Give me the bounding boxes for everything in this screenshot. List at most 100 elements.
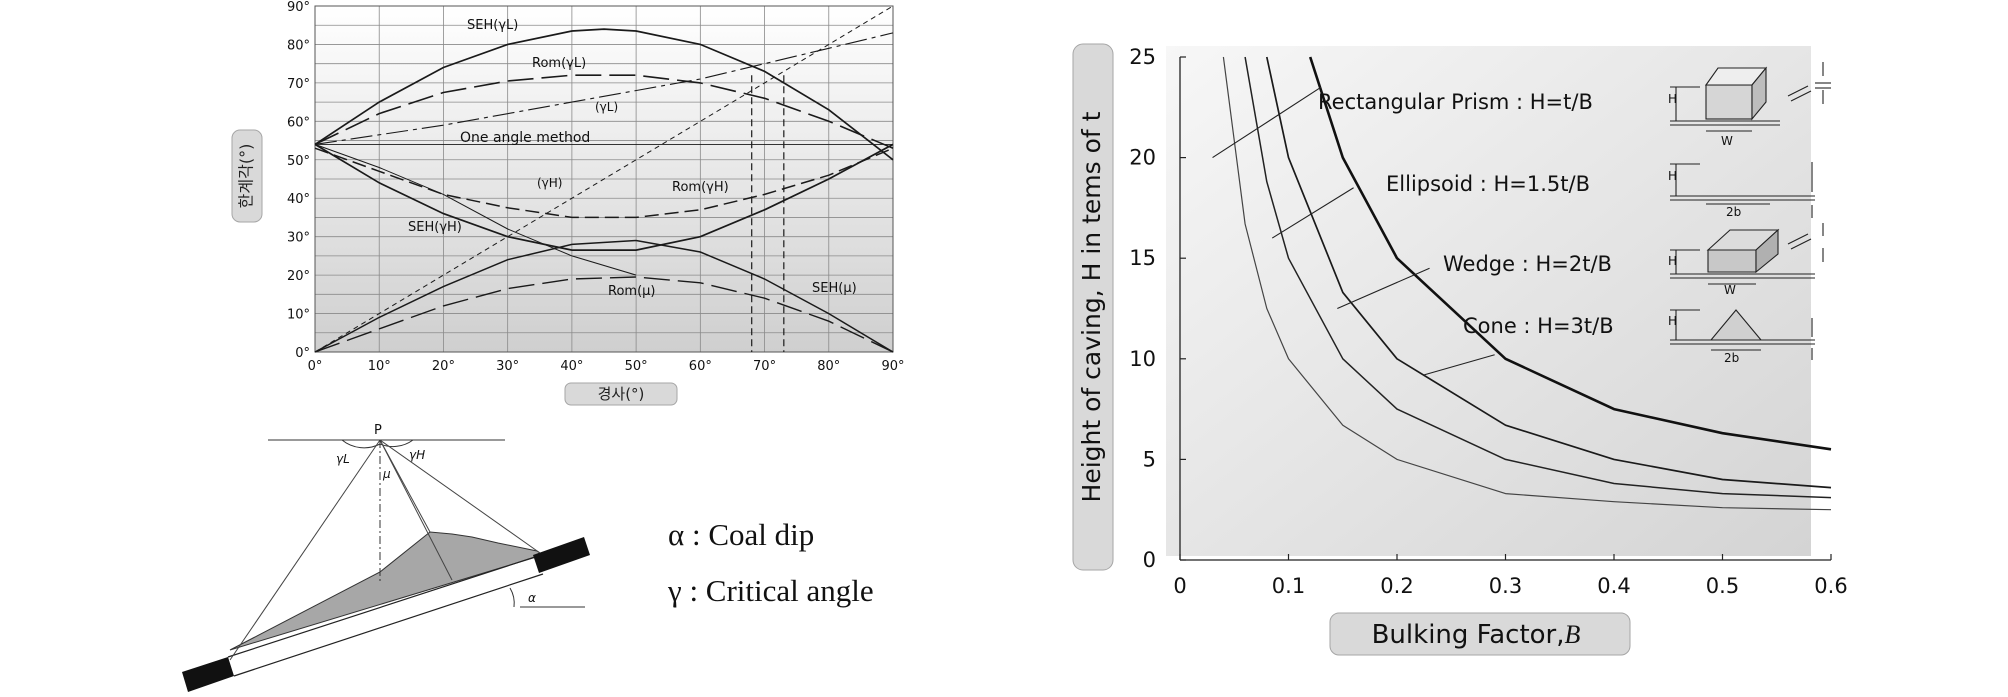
chart2-series-group [1222,56,1832,511]
label-rom-gamma-h: Rom(γH) [672,180,729,195]
chart1-x-tick: 60° [689,359,712,374]
seam-outline-top [227,555,539,658]
gamma-l-label: γL [336,452,350,466]
chart2-x-tick: 0.1 [1272,574,1305,598]
chart2-y-tick: 10 [1129,347,1156,371]
label-gamma-l: (γL) [595,100,618,114]
label-seh-gamma-h: SEH(γH) [408,220,462,235]
chart1-y-tick: 80° [287,38,310,53]
label-rom-mu: Rom(μ) [608,284,655,299]
wedge-w-label: W [1724,283,1736,297]
ellipsoid-shape-icon [1670,162,1815,218]
wedge-h-label: H [1668,254,1677,268]
chart2-y-axis-title: Height of caving, H in tems of t [1072,43,1114,571]
ellipsoid-2b-label: 2b [1726,205,1741,219]
chart2-y-tick: 0 [1143,548,1156,572]
point-p-label: P [374,423,382,438]
cone-2b-label: 2b [1724,351,1739,365]
chart1-y-axis-title: 한계각(°) [231,129,263,223]
chart1-series-line [314,74,894,149]
chart2-x-tick: 0 [1173,574,1186,598]
chart1-series-line [314,143,637,276]
chart2-y-tick: 15 [1129,246,1156,270]
chart1-y-tick: 0° [295,346,310,361]
prism-w-label: W [1721,134,1733,148]
chart1-x-tick: 50° [625,359,648,374]
chart1-y-tick: 60° [287,115,310,130]
chart1-x-tick: 30° [496,359,519,374]
chart1-x-tick: 20° [432,359,455,374]
chart2-leader-line [1423,354,1495,376]
alpha-arc [509,587,515,608]
chart1-x-axis-title: 경사(°) [564,382,678,406]
seam-outline-bottom [233,573,544,677]
label-rectangular-prism: Rectangular Prism : H=t/B [1318,90,1593,114]
chart1-y-tick: 30° [287,231,310,246]
chart2-x-tick: 0.2 [1380,574,1413,598]
gamma-l-arc [341,439,381,449]
label-wedge: Wedge : H=2t/B [1443,252,1612,276]
label-gamma-h: (γH) [537,176,563,190]
mu-label: μ [382,467,391,481]
chart2-y-tick: 25 [1129,45,1156,69]
label-ellipsoid: Ellipsoid : H=1.5t/B [1386,172,1590,196]
chart1-y-tick: 40° [287,192,310,207]
chart2-y-tick: 5 [1143,447,1156,471]
ray-gamma-l [229,439,381,661]
legend-coal-dip: α : Coal dip [668,517,814,552]
chart2-series-labels: Rectangular Prism : H=t/B Ellipsoid : H=… [1318,90,1614,338]
chart2-ylabel: Height of caving, H in tems of t [1077,111,1106,502]
seam-block-left [182,657,234,692]
chart1-series-line [314,239,894,353]
prism-shape-icon [1670,62,1831,132]
chart2-xlabel: Bulking Factor,B [1372,620,1581,650]
chart1-ylabel: 한계각(°) [237,144,256,209]
wedge-shape-icon [1670,223,1824,285]
chart1-y-tick: 20° [287,269,310,284]
gamma-h-label: γH [409,448,425,462]
chart2-series-line [1265,56,1832,489]
chart1-x-tick: 80° [817,359,840,374]
critical-angle-chart: 0° 10° 20° 30° 40° 50° 60° 70° 80° 90° 0° 10° 20° 30°… [231,0,905,406]
chart2-leader-line [1212,86,1322,159]
cone-h-label: H [1668,314,1677,328]
chart1-series-line [314,143,894,251]
chart1-series-line [314,147,894,219]
chart2-leader-line [1271,187,1354,239]
chart1-series-group [314,5,894,353]
chart1-x-tick: 10° [368,359,391,374]
legend-critical-angle: γ : Critical angle [667,573,874,608]
chart2-plot-area [1166,46,1811,556]
chart1-x-tick: 70° [753,359,776,374]
chart1-x-tick: 40° [560,359,583,374]
chart1-curve-labels: SEH(γL) Rom(γL) (γL) One angle method (γ… [408,18,857,299]
cone-shape-icon [1670,309,1815,360]
chart1-x-tick: 90° [881,359,904,374]
chart2-leader-line [1337,267,1430,310]
label-cone: Cone : H=3t/B [1463,314,1614,338]
caving-height-chart: 0 0.1 0.2 0.3 0.4 0.5 0.6 0 5 10 15 20 25 Rectangula… [1072,43,1848,656]
chart2-x-tick: 0.5 [1706,574,1739,598]
ellipsoid-h-label: H [1668,169,1677,183]
chart2-ticks: 0 0.1 0.2 0.3 0.4 0.5 0.6 0 5 10 15 20 25 [1129,45,1847,598]
chart2-y-tick: 20 [1129,146,1156,170]
chart2-series-line [1244,56,1832,499]
chart2-x-tick: 0.4 [1597,574,1630,598]
chart1-ticks: 0° 10° 20° 30° 40° 50° 60° 70° 80° 90° 0° 10° 20° 30°… [287,0,905,374]
chart1-frame [314,5,894,353]
label-seh-gamma-l: SEH(γL) [467,18,518,33]
label-seh-mu: SEH(μ) [812,281,857,296]
chart2-axes [1179,56,1832,561]
chart1-series-line [314,28,894,161]
label-one-angle-method: One angle method [460,130,590,146]
seam-block-right [533,537,590,573]
chart2-x-axis-title: Bulking Factor,B [1329,612,1631,656]
chart2-series-line [1222,56,1832,511]
chart1-y-tick: 70° [287,77,310,92]
chart1-series-line [314,5,894,353]
chart2-leader-lines [1212,86,1495,376]
chart1-grid [314,5,894,353]
label-rom-gamma-l: Rom(γL) [532,56,586,71]
chart2-series-line [1308,56,1832,451]
prism-h-label: H [1668,92,1677,106]
